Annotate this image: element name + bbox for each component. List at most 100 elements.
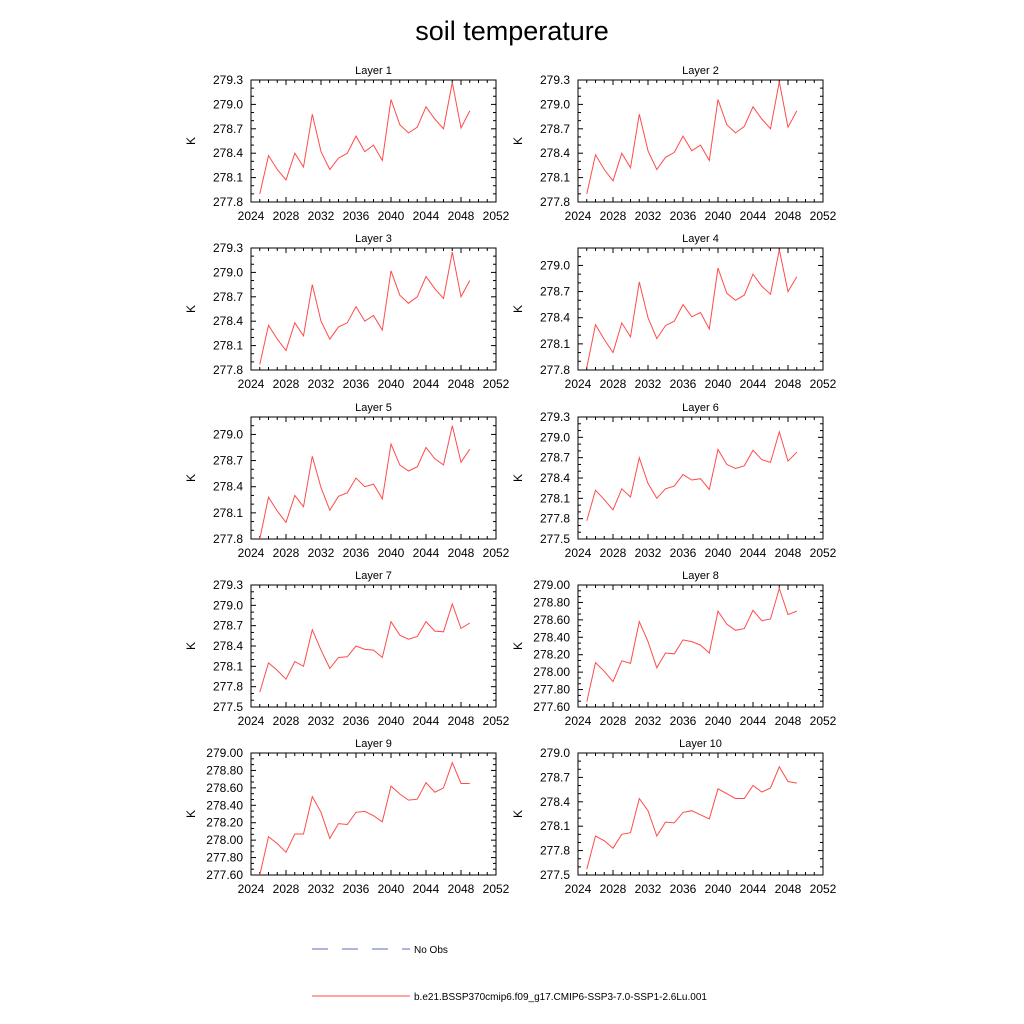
series-line xyxy=(259,82,471,195)
x-tick-label: 2044 xyxy=(740,209,767,223)
y-tick-label: 278.4 xyxy=(540,795,570,809)
y-tick-label: 277.5 xyxy=(213,700,243,714)
x-tick-label: 2028 xyxy=(273,377,300,391)
x-tick-label: 2036 xyxy=(343,882,370,896)
x-tick-label: 2024 xyxy=(238,209,265,223)
x-tick-label: 2032 xyxy=(308,377,335,391)
x-tick-label: 2048 xyxy=(448,377,475,391)
x-tick-label: 2036 xyxy=(670,546,697,560)
x-tick-label: 2052 xyxy=(483,882,510,896)
y-tick-label: 278.7 xyxy=(213,122,243,136)
x-tick-label: 2044 xyxy=(413,546,440,560)
series-line xyxy=(586,249,798,368)
plot-frame xyxy=(250,752,497,876)
y-tick-label: 279.0 xyxy=(540,258,570,272)
x-tick-label: 2048 xyxy=(775,546,802,560)
x-tick-label: 2040 xyxy=(705,882,732,896)
y-tick-label: 279.0 xyxy=(213,97,243,111)
y-tick-label: 278.1 xyxy=(213,506,243,520)
x-tick-label: 2032 xyxy=(635,714,662,728)
y-axis-label: K xyxy=(511,810,525,818)
y-tick-label: 278.1 xyxy=(540,491,570,505)
x-tick-label: 2036 xyxy=(343,714,370,728)
x-tick-label: 2024 xyxy=(238,377,265,391)
plot-frame xyxy=(577,79,824,203)
series-line xyxy=(259,425,471,540)
x-tick-label: 2044 xyxy=(740,377,767,391)
y-tick-label: 279.0 xyxy=(540,430,570,444)
x-tick-label: 2024 xyxy=(238,714,265,728)
chart-panel-layer-10: Layer 10 K 2024 2028 2032 2036 2040 2044 2048 205… xyxy=(511,738,837,896)
x-tick-label: 2044 xyxy=(740,714,767,728)
x-tick-label: 2028 xyxy=(600,209,627,223)
plot-frame xyxy=(250,416,497,540)
y-tick-label: 279.00 xyxy=(206,746,243,760)
x-tick-label: 2032 xyxy=(308,714,335,728)
x-tick-label: 2028 xyxy=(600,714,627,728)
x-tick-label: 2028 xyxy=(600,882,627,896)
y-axis-label: K xyxy=(184,810,198,818)
y-tick-label: 278.60 xyxy=(533,613,570,627)
legend-label-model-run: b.e21.BSSP370cmip6.f09_g17.CMIP6-SSP3-7.… xyxy=(414,992,707,1003)
y-tick-label: 279.0 xyxy=(540,97,570,111)
x-tick-label: 2036 xyxy=(670,209,697,223)
x-tick-label: 2040 xyxy=(705,714,732,728)
y-tick-label: 277.5 xyxy=(540,532,570,546)
x-tick-label: 2036 xyxy=(343,377,370,391)
x-tick-label: 2028 xyxy=(273,546,300,560)
chart-panel-layer-7: Layer 7 K 2024 2028 2032 2036 2040 2044 2048 2052… xyxy=(184,570,510,728)
plot-frame xyxy=(577,752,824,876)
x-tick-label: 2024 xyxy=(565,377,592,391)
chart-panel-layer-3: Layer 3 K 2024 2028 2032 2036 2040 2044 2048 2052… xyxy=(184,233,510,391)
panel-title: Layer 2 xyxy=(682,65,719,77)
y-axis-label: K xyxy=(511,642,525,650)
panel-title: Layer 3 xyxy=(355,233,392,245)
y-tick-label: 278.7 xyxy=(213,290,243,304)
y-tick-label: 278.7 xyxy=(540,122,570,136)
series-line xyxy=(586,430,798,521)
x-tick-label: 2052 xyxy=(810,714,837,728)
x-tick-label: 2052 xyxy=(483,377,510,391)
chart-panel-layer-6: Layer 6 K 2024 2028 2032 2036 2040 2044 2048 2052… xyxy=(511,402,837,560)
y-tick-label: 278.4 xyxy=(213,480,243,494)
y-tick-label: 278.1 xyxy=(540,337,570,351)
y-tick-label: 278.80 xyxy=(206,763,243,777)
y-tick-label: 278.00 xyxy=(533,665,570,679)
x-tick-label: 2044 xyxy=(740,546,767,560)
x-tick-label: 2032 xyxy=(635,882,662,896)
plot-frame xyxy=(577,416,824,540)
x-tick-label: 2024 xyxy=(238,546,265,560)
series-line xyxy=(259,761,470,876)
panel-title: Layer 1 xyxy=(355,65,392,77)
x-tick-label: 2048 xyxy=(775,882,802,896)
panel-title: Layer 5 xyxy=(355,402,392,414)
y-tick-label: 278.4 xyxy=(213,146,243,160)
plot-frame xyxy=(250,584,497,708)
panel-title: Layer 10 xyxy=(679,738,722,750)
x-tick-label: 2028 xyxy=(273,209,300,223)
x-tick-label: 2052 xyxy=(483,546,510,560)
y-tick-label: 278.7 xyxy=(540,770,570,784)
x-tick-label: 2024 xyxy=(565,714,592,728)
x-tick-label: 2048 xyxy=(775,377,802,391)
x-tick-label: 2052 xyxy=(810,546,837,560)
y-tick-label: 277.8 xyxy=(540,512,570,526)
chart-panels: Layer 1 K 2024 2028 2032 2036 2040 2044 2048 2052… xyxy=(184,65,837,896)
plot-frame xyxy=(577,584,824,708)
x-tick-label: 2048 xyxy=(448,714,475,728)
y-axis-label: K xyxy=(511,137,525,145)
y-tick-label: 279.0 xyxy=(213,598,243,612)
x-tick-label: 2044 xyxy=(740,882,767,896)
y-tick-label: 278.20 xyxy=(533,648,570,662)
chart-panel-layer-4: Layer 4 K 2024 2028 2032 2036 2040 2044 2048 2052… xyxy=(511,233,837,391)
x-tick-label: 2024 xyxy=(565,546,592,560)
y-tick-label: 279.0 xyxy=(540,746,570,760)
x-tick-label: 2032 xyxy=(308,882,335,896)
x-tick-label: 2028 xyxy=(273,714,300,728)
series-line xyxy=(586,586,797,702)
x-tick-label: 2040 xyxy=(705,209,732,223)
y-tick-label: 278.7 xyxy=(540,451,570,465)
x-tick-label: 2028 xyxy=(273,882,300,896)
x-tick-label: 2052 xyxy=(483,714,510,728)
